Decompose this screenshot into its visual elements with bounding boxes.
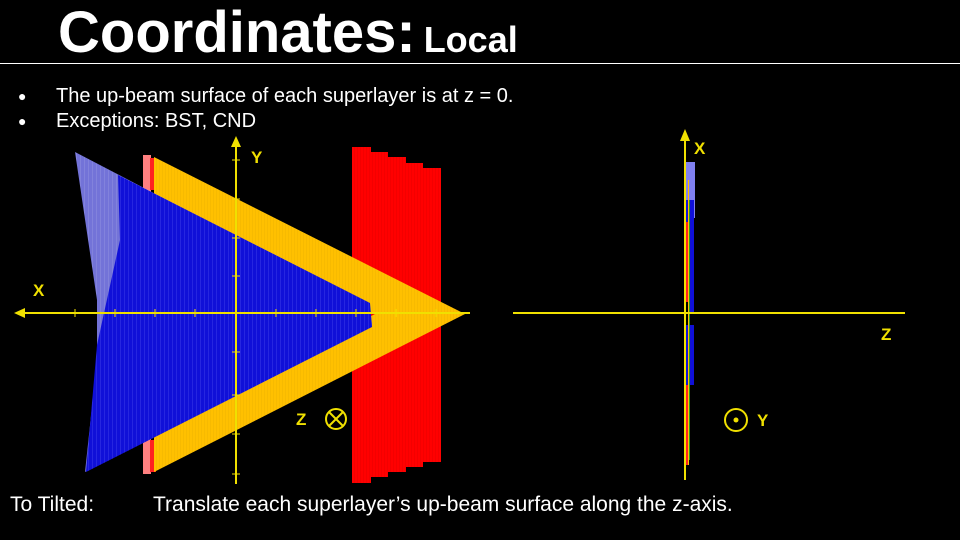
blue-slice-mid: [688, 245, 694, 313]
bullet-item: ● Exceptions: BST, CND: [18, 109, 513, 134]
out-of-page-dot-icon: [724, 408, 748, 432]
right-x-axis-arrow-icon: [680, 129, 690, 141]
into-page-cross-icon: [325, 408, 347, 430]
left-z-axis-label: Z: [296, 410, 306, 429]
right-axes: [513, 134, 905, 480]
pink-strip-bottom: [143, 436, 151, 474]
footer-lead: To Tilted:: [10, 493, 95, 516]
left-x-axis-label: X: [33, 281, 45, 300]
bullet-text: The up-beam surface of each superlayer i…: [56, 85, 514, 107]
red-strip-bottom: [150, 440, 156, 472]
bullet-item: ● The up-beam surface of each superlayer…: [18, 84, 513, 109]
bullet-dot-icon: ●: [18, 88, 27, 104]
blue-wedge-layer: [86, 175, 372, 472]
light-blue-slice-top: [686, 162, 695, 218]
bullet-text: Exceptions: BST, CND: [56, 110, 257, 132]
right-view: X Z Y: [513, 129, 905, 480]
pink-strip-top: [143, 155, 151, 193]
title-divider: [0, 63, 960, 64]
left-y-axis-label: Y: [251, 148, 263, 167]
left-view: Y X Z: [14, 136, 470, 484]
red-slice-bottom: [685, 385, 688, 465]
slide-title: Coordinates: Local: [58, 0, 518, 66]
title-main: Coordinates:: [58, 0, 416, 65]
bullet-list: ● The up-beam surface of each superlayer…: [18, 84, 513, 134]
right-z-axis-label: Z: [881, 325, 891, 344]
y-axis-ticks: [232, 159, 240, 475]
red-slice-top: [685, 222, 688, 302]
right-x-axis-label: X: [694, 139, 706, 158]
title-sub: Local: [423, 19, 518, 60]
red-strip-top: [150, 158, 156, 190]
footer-text: Translate each superlayer’s up-beam surf…: [153, 493, 733, 516]
y-axis-arrow-icon: [231, 136, 241, 147]
bullet-dot-icon: ●: [18, 113, 27, 129]
x-axis-ticks: [74, 309, 437, 317]
x-axis-arrow-icon: [14, 308, 25, 318]
yellow-slice: [688, 180, 689, 465]
right-y-axis-label: Y: [757, 411, 769, 430]
green-slice: [689, 200, 690, 460]
footer-note: To Tilted: Translate each superlayer’s up…: [10, 493, 733, 517]
